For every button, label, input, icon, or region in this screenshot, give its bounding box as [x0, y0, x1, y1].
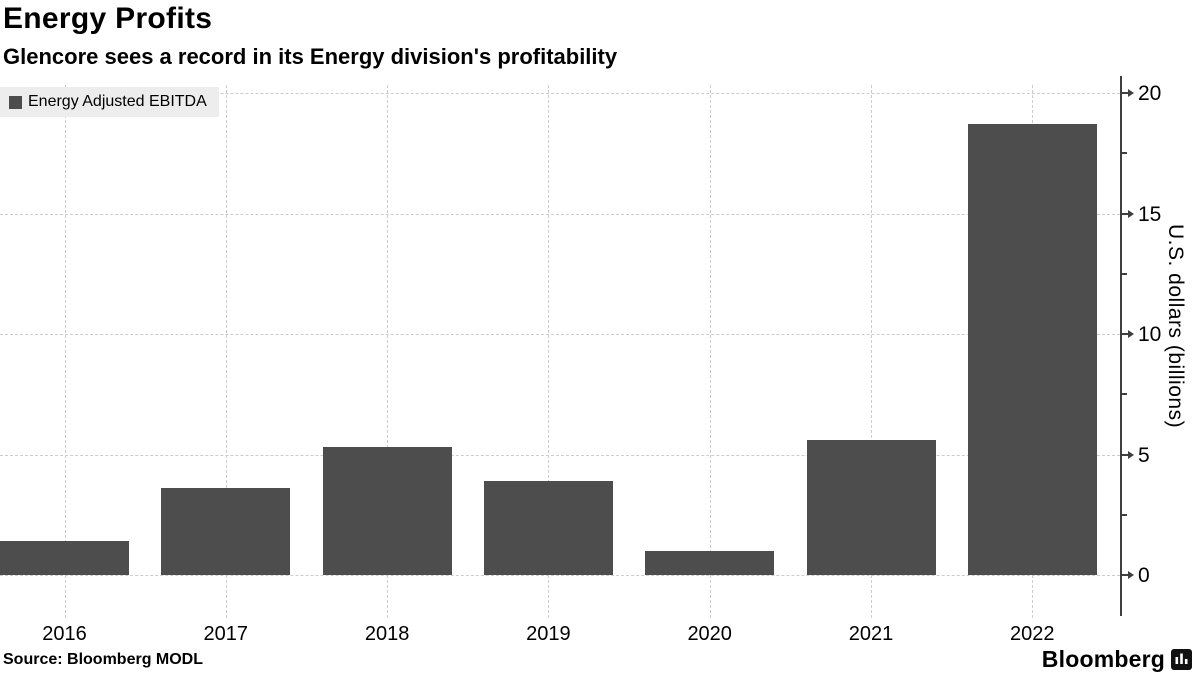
y-tick-label-20: 20: [1138, 82, 1162, 105]
y-tick-label-0: 0: [1138, 564, 1150, 587]
gridline-h-20: [0, 93, 1120, 94]
y-tick-arrow-15: [1128, 209, 1134, 218]
bloomberg-logo: Bloomberg: [1042, 646, 1192, 673]
gridline-v-2021: [871, 85, 872, 618]
y-tick-0: [1121, 574, 1129, 576]
y-axis-line: [1120, 76, 1122, 616]
chart-title: Energy Profits: [3, 2, 213, 35]
x-label-2018: 2018: [364, 623, 410, 645]
gridline-v-2016: [64, 85, 66, 618]
x-label-2017: 2017: [203, 623, 249, 645]
bar-2020: [645, 550, 775, 575]
y-tick-minor-17.5: [1121, 152, 1127, 155]
y-tick-arrow-10: [1128, 330, 1134, 338]
bloomberg-wordmark: Bloomberg: [1041, 646, 1165, 672]
y-tick-arrow-0: [1128, 571, 1134, 579]
bar-2022: [967, 124, 1097, 575]
y-tick-label-10: 10: [1138, 323, 1162, 346]
y-tick-15: [1121, 212, 1129, 215]
gridline-v-2018: [387, 85, 389, 618]
y-tick-20: [1121, 92, 1129, 94]
gridline-v-2020: [709, 85, 711, 618]
x-label-2022: 2022: [1010, 623, 1055, 645]
legend-swatch-icon: [9, 95, 22, 109]
gridline-v-2017: [225, 85, 227, 618]
x-label-2019: 2019: [526, 623, 571, 645]
y-tick-arrow-5: [1128, 450, 1134, 459]
bar-2019: [483, 481, 613, 575]
x-label-2021: 2021: [848, 623, 894, 645]
y-tick-arrow-20: [1128, 89, 1134, 97]
bloomberg-chart-bubble-icon: [1171, 649, 1192, 670]
bar-2021: [806, 440, 936, 575]
y-axis-title: U.S. dollars (billions): [1164, 224, 1187, 429]
source-note: Source: Bloomberg MODL: [3, 651, 204, 668]
bar-2016: [0, 541, 129, 575]
y-tick-label-15: 15: [1138, 202, 1162, 226]
x-label-2016: 2016: [42, 623, 87, 645]
chart-subtitle: Glencore sees a record in its Energy div…: [3, 44, 618, 69]
y-tick-10: [1121, 333, 1129, 335]
gridline-h-5: [0, 454, 1120, 456]
gridline-h-15: [0, 213, 1120, 215]
bar-2017: [161, 488, 291, 575]
gridline-h-0: [0, 575, 1120, 576]
bar-2018: [322, 447, 452, 575]
y-tick-minor-7.5: [1121, 393, 1127, 396]
y-tick-minor-12.5: [1121, 272, 1127, 275]
y-tick-minor-2.5: [1121, 513, 1127, 516]
gridline-h-10: [0, 334, 1120, 335]
legend-label: Energy Adjusted EBITDA: [28, 93, 207, 110]
legend: Energy Adjusted EBITDA: [0, 87, 219, 117]
y-tick-label-5: 5: [1138, 443, 1150, 467]
gridline-v-2019: [548, 85, 550, 618]
y-tick-5: [1121, 453, 1129, 456]
x-label-2020: 2020: [687, 623, 732, 645]
